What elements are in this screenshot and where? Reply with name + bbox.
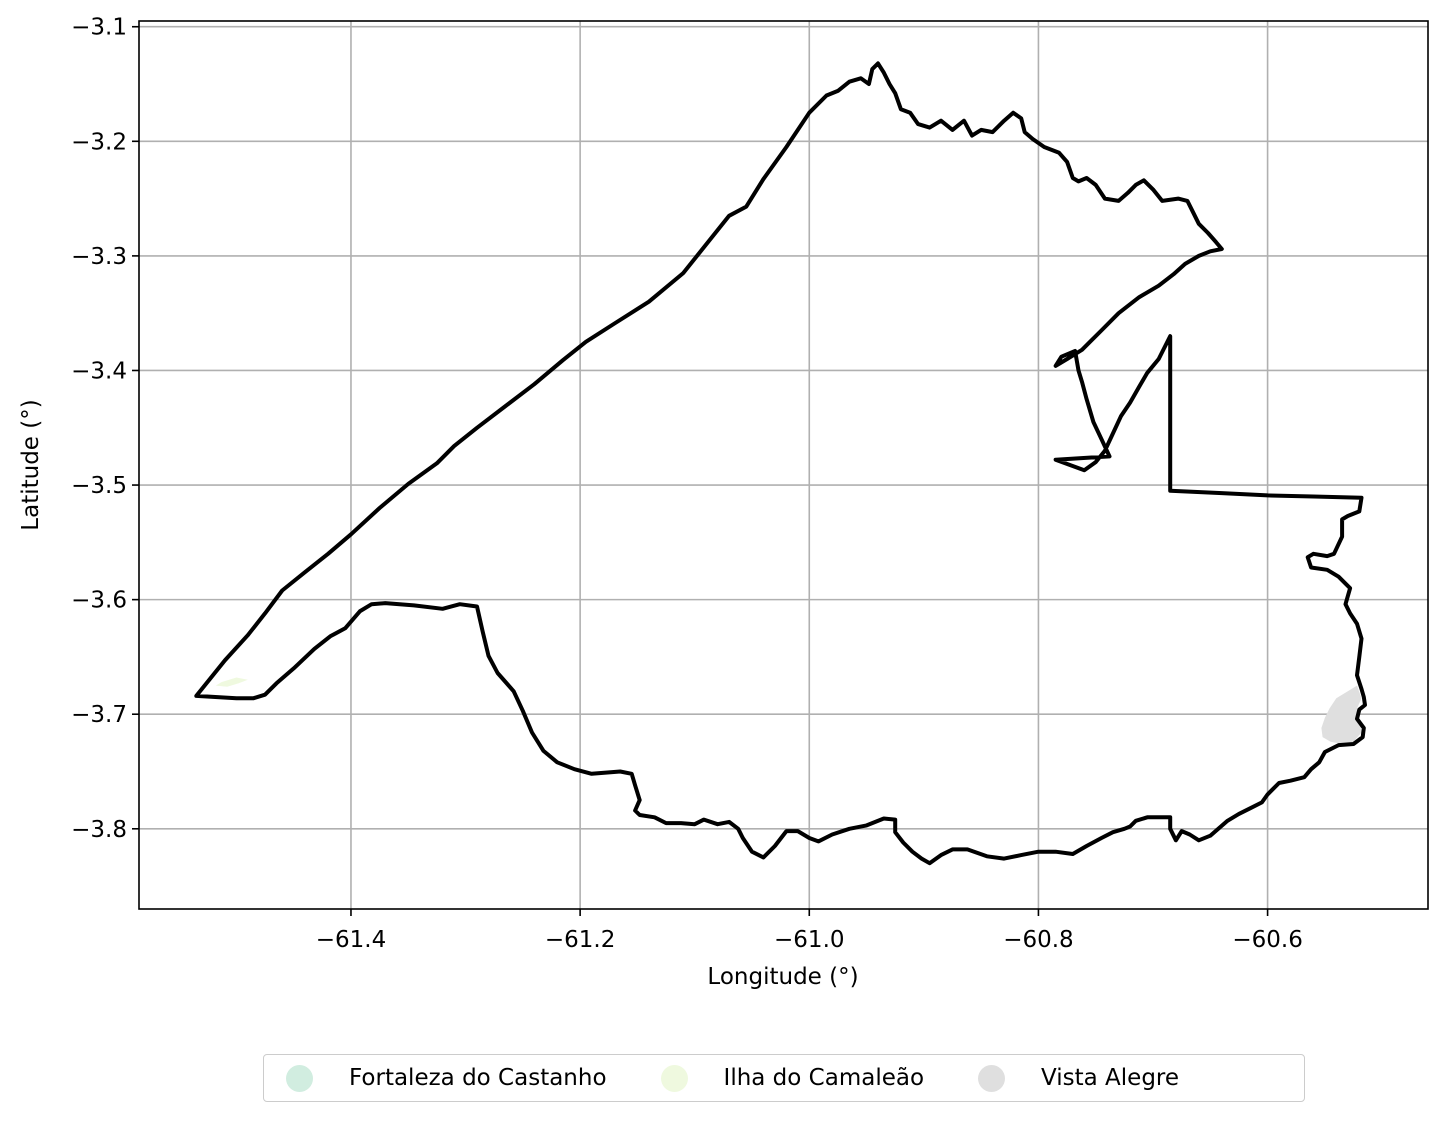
x-tick-label-1: −61.2	[545, 927, 615, 953]
legend: Fortaleza do Castanho Ilha do Camaleão V…	[263, 1054, 1305, 1102]
legend-label-vista-alegre: Vista Alegre	[1041, 1065, 1179, 1091]
y-tick-label-3: −3.4	[71, 358, 127, 384]
y-tick-label-7: −3.8	[71, 817, 127, 843]
y-tick-label-2: −3.3	[71, 244, 127, 270]
x-axis-label: Longitude (°)	[707, 964, 858, 990]
legend-swatch-vista-alegre	[978, 1065, 1005, 1092]
y-axis-label: Latitude (°)	[18, 399, 44, 530]
y-tick-label-4: −3.5	[71, 473, 127, 499]
legend-label-ilha-do-camaleao: Ilha do Camaleão	[724, 1065, 925, 1091]
legend-swatch-fortaleza-do-castanho	[286, 1065, 313, 1092]
legend-swatch-ilha-do-camaleao	[661, 1065, 688, 1092]
legend-label-fortaleza-do-castanho: Fortaleza do Castanho	[349, 1065, 607, 1091]
x-tick-label-4: −60.6	[1232, 927, 1302, 953]
x-tick-label-3: −60.8	[1003, 927, 1073, 953]
y-tick-label-6: −3.7	[71, 702, 127, 728]
y-tick-label-0: −3.1	[71, 15, 127, 41]
y-tick-label-1: −3.2	[71, 129, 127, 155]
y-tick-label-5: −3.6	[71, 588, 127, 614]
x-tick-label-0: −61.4	[316, 927, 386, 953]
legend-item-vista-alegre: Vista Alegre	[978, 1065, 1179, 1092]
legend-item-ilha-do-camaleao: Ilha do Camaleão	[661, 1065, 925, 1092]
x-tick-label-2: −61.0	[774, 927, 844, 953]
legend-item-fortaleza-do-castanho: Fortaleza do Castanho	[286, 1065, 607, 1092]
